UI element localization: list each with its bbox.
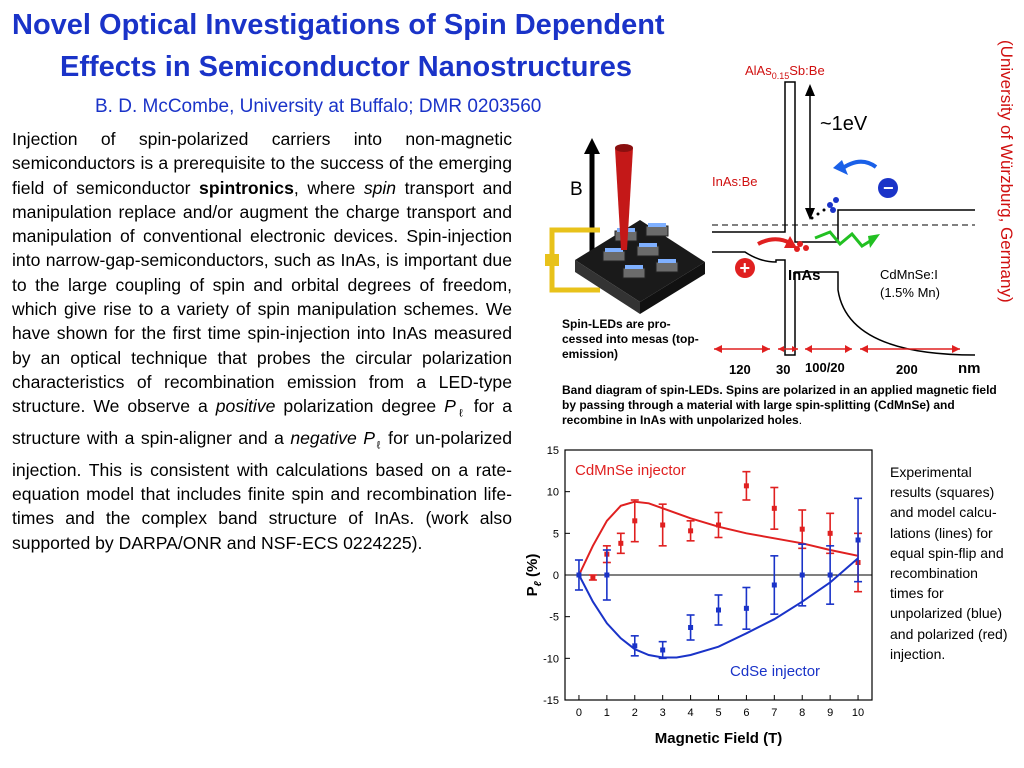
x-tick-label: 3 (660, 707, 666, 719)
cdmnse-label-1: CdMnSe:I (880, 267, 938, 282)
y-tick-label: -15 (543, 695, 559, 707)
title-line-1: Novel Optical Investigations of Spin Dep… (12, 9, 665, 41)
dim-200: 200 (896, 362, 918, 377)
chart-side-caption: Experimental results (squares) and model… (890, 464, 1008, 662)
y-tick-label: -5 (549, 612, 559, 624)
keyword-spintronics: spintronics (199, 177, 294, 198)
x-tick-label: 5 (715, 707, 721, 719)
data-point (743, 483, 749, 489)
alas-label: AlAs0.15Sb:Be (745, 63, 825, 81)
data-point (576, 572, 582, 578)
band-caption: Band diagram of spin-LEDs. Spins are pol… (562, 383, 997, 427)
x-tick-label: 8 (799, 707, 805, 719)
data-point (855, 537, 861, 543)
series-label-cdmnse: CdMnSe injector (575, 462, 686, 479)
band-diagram: AlAs0.15Sb:Be ~1eV InAs:Be InAs CdMnSe:I… (712, 63, 981, 377)
y-axis-label: Pℓ (%) (524, 554, 544, 597)
author-line: B. D. McCombe, University at Buffalo; DM… (95, 96, 542, 117)
data-point (716, 607, 721, 613)
dim-120: 120 (729, 362, 751, 377)
x-tick-label: 6 (743, 707, 749, 719)
data-point (688, 528, 694, 534)
data-point (716, 522, 721, 528)
device-caption: Spin-LEDs are pro-cessed into mesas (top… (562, 317, 699, 361)
x-axis-label: Magnetic Field (T) (655, 730, 783, 747)
inas-label: InAs (788, 267, 821, 284)
hole-plus-symbol: + (740, 258, 751, 278)
model-line-1 (578, 557, 859, 659)
cdmnse-label-2: (1.5% Mn) (880, 285, 940, 300)
inas-be-label: InAs:Be (712, 174, 758, 189)
data-point (632, 643, 638, 649)
series-label-cdse: CdSe injector (730, 663, 820, 680)
y-tick-label: -10 (543, 653, 559, 665)
dim-30: 30 (776, 362, 790, 377)
x-tick-label: 10 (852, 707, 864, 719)
data-point (771, 505, 777, 511)
x-tick-label: 9 (827, 707, 833, 719)
data-point (590, 575, 596, 580)
data-point (799, 572, 805, 578)
x-tick-label: 4 (688, 707, 694, 719)
y-tick-label: 5 (553, 528, 559, 540)
x-tick-label: 7 (771, 707, 777, 719)
model-line-0 (578, 500, 859, 576)
b-field-label: B (570, 179, 583, 200)
title-line-2: Effects in Semiconductor Nanostructures (60, 51, 633, 83)
dim-100-20: 100/20 (805, 360, 845, 375)
dim-unit: nm (958, 360, 981, 377)
y-tick-label: 10 (547, 487, 559, 499)
data-point (660, 522, 666, 528)
y-tick-label: 0 (553, 570, 559, 582)
data-point (604, 572, 610, 578)
data-point (632, 518, 638, 524)
body-paragraph: Injection of spin-polarized carriers int… (12, 129, 513, 553)
data-point (743, 605, 749, 611)
device-illustration: B (545, 138, 705, 314)
data-point (827, 530, 833, 536)
data-point (771, 582, 777, 588)
polarization-chart: 15 10 5 0 -5 -10 -15 0 1 2 3 4 5 6 7 8 9 10 Magnetic Field… (524, 445, 873, 747)
data-point (799, 526, 805, 532)
data-point (618, 540, 624, 546)
x-tick-label: 1 (604, 707, 610, 719)
electron-minus-symbol: − (883, 178, 894, 198)
x-tick-label: 2 (632, 707, 638, 719)
x-tick-label: 0 (576, 707, 582, 719)
y-tick-label: 15 (547, 445, 559, 457)
data-point (688, 625, 694, 630)
data-point (827, 572, 833, 578)
data-point (660, 647, 666, 653)
gap-label: ~1eV (820, 113, 868, 135)
